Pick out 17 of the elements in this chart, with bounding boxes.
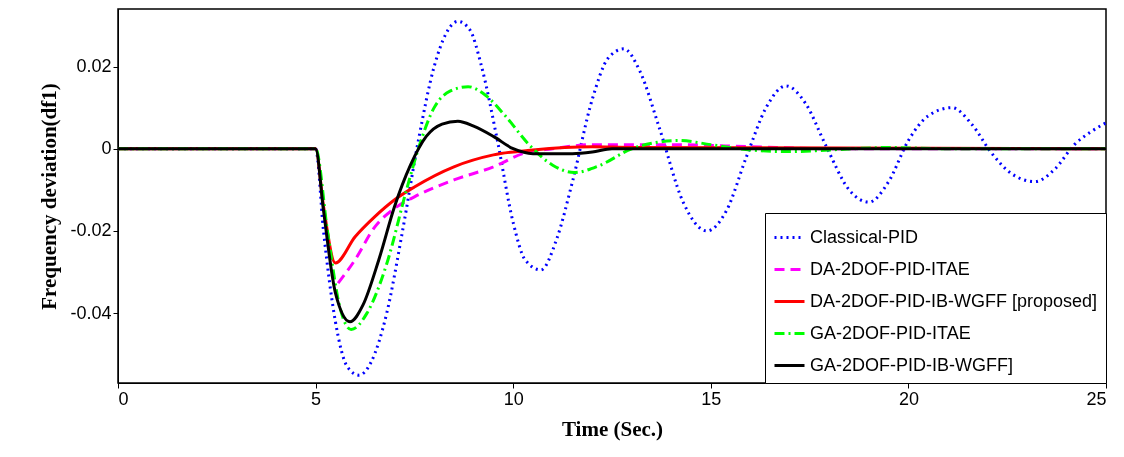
x-tick-label: 15 (701, 388, 722, 409)
legend-label: DA-2DOF-PID-IB-WGFF [proposed] (810, 290, 1098, 311)
x-tick-label: 25 (1086, 388, 1107, 409)
y-tick-label: -0.02 (70, 220, 112, 241)
legend-label: DA-2DOF-PID-ITAE (810, 258, 970, 279)
y-tick-label: 0 (101, 138, 112, 159)
y-tick-label: 0.02 (76, 56, 112, 77)
y-tick-label: -0.04 (70, 302, 112, 323)
x-tick-label: 20 (898, 388, 919, 409)
y-axis-title: Frequency deviation(df1) (37, 83, 62, 310)
legend-label: GA-2DOF-PID-ITAE (810, 322, 971, 343)
legend-label: GA-2DOF-PID-IB-WGFF] (810, 354, 1013, 375)
x-tick-label: 0 (118, 388, 129, 409)
x-axis-title: Time (Sec.) (561, 416, 664, 441)
x-tick-label: 5 (311, 388, 322, 409)
x-tick-label: 10 (503, 388, 524, 409)
legend-label: Classical-PID (810, 226, 919, 247)
